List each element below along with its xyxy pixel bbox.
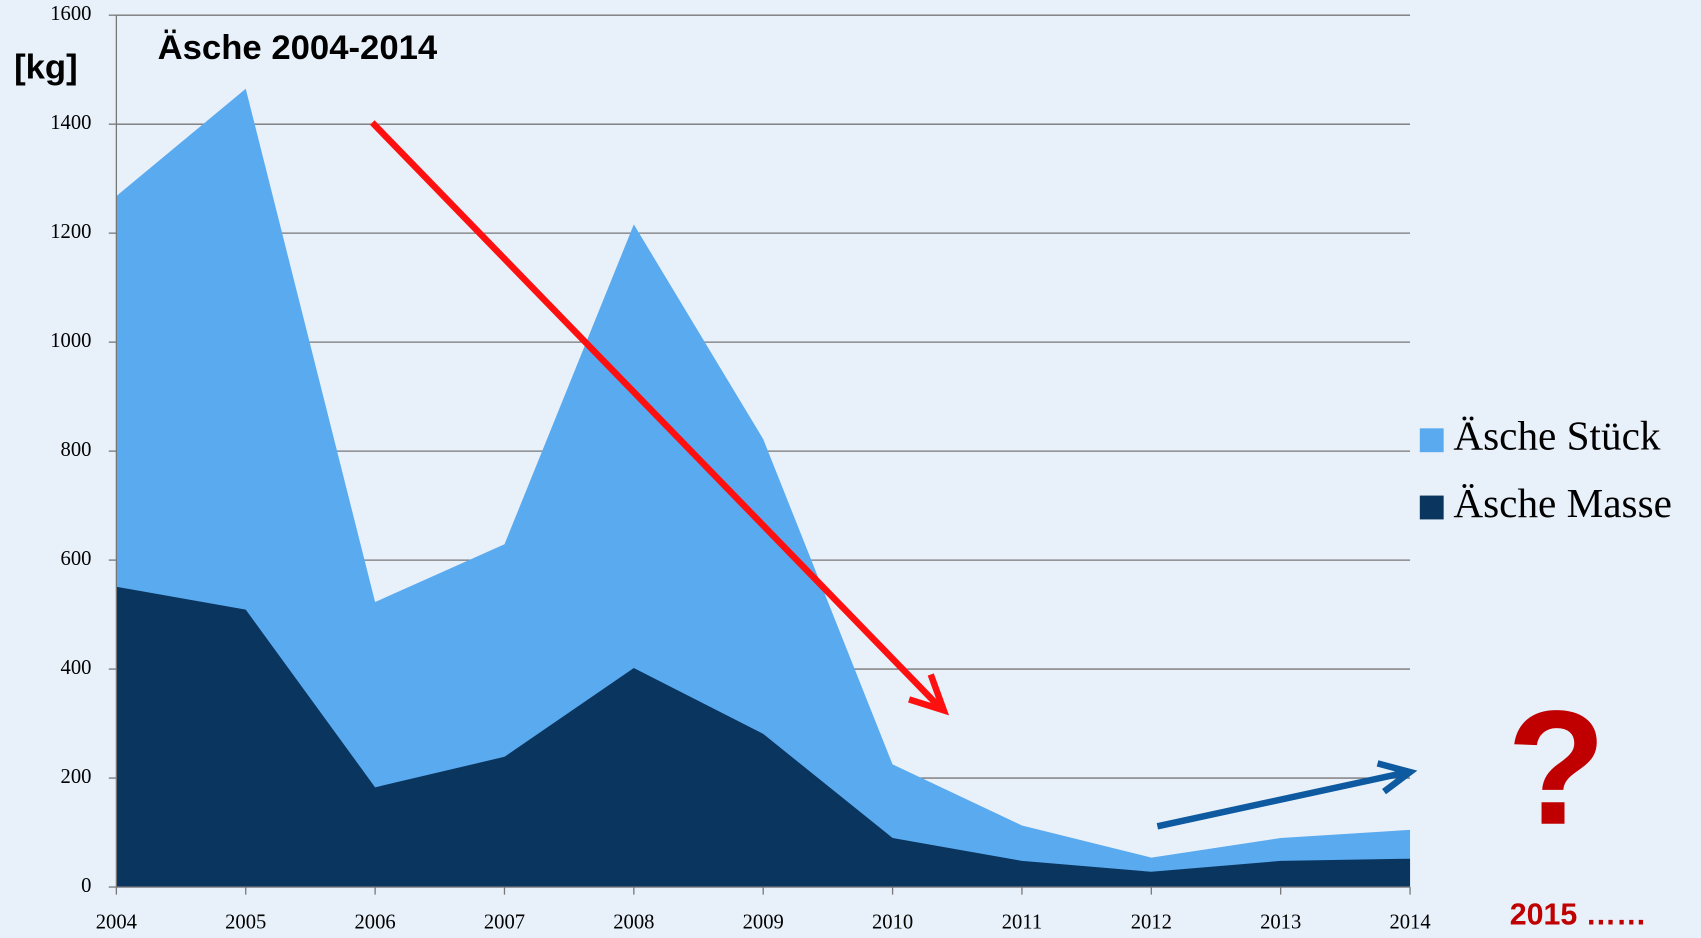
- areas: [116, 88, 1411, 888]
- legend: Äsche Stück Äsche Masse: [1419, 413, 1672, 526]
- x-tick-label: 2006: [355, 912, 396, 934]
- x-tick-label: 2008: [613, 912, 654, 934]
- y-tick-label: 600: [61, 548, 92, 570]
- legend-swatch: [1419, 428, 1444, 453]
- legend-label: Äsche Masse: [1453, 480, 1671, 526]
- y-tick-label: 0: [81, 875, 91, 897]
- blue-arrow: [1156, 760, 1418, 830]
- x-tick-label: 2005: [225, 912, 266, 934]
- y-tick-label: 1400: [50, 112, 91, 134]
- y-tick-label: 1600: [50, 3, 91, 25]
- x-tick-label: 2013: [1260, 912, 1301, 934]
- x-tick-label: 2009: [743, 912, 784, 934]
- x-tick-label: 2004: [96, 912, 137, 934]
- x-tick-label: 2012: [1131, 912, 1172, 934]
- axes: 0 200 400 600 800 1000 1200 1400 1600 2004 2005 200…: [50, 3, 1430, 934]
- y-tick-label: 400: [61, 657, 92, 679]
- area: [116, 88, 1411, 888]
- y-tick-label: 1000: [50, 330, 91, 352]
- x-tick-label: 2010: [872, 912, 913, 934]
- annotation: 2015 ……: [1510, 898, 1647, 931]
- y-tick-label: 200: [61, 766, 92, 788]
- x-tick-label: 2011: [1002, 912, 1042, 934]
- chart-title: Äsche 2004-2014: [158, 29, 438, 67]
- area: [116, 586, 1411, 888]
- red-arrow: [369, 120, 950, 716]
- x-tick-label: 2014: [1389, 912, 1430, 934]
- legend-label: Äsche Stück: [1453, 413, 1660, 459]
- y-tick-label: 1200: [50, 221, 91, 243]
- x-tick-label: 2007: [484, 912, 525, 934]
- y-tick-label: 800: [61, 439, 92, 461]
- y-axis-label: [kg]: [14, 49, 78, 87]
- legend-swatch: [1419, 495, 1444, 520]
- question-mark: ?: [1507, 678, 1606, 859]
